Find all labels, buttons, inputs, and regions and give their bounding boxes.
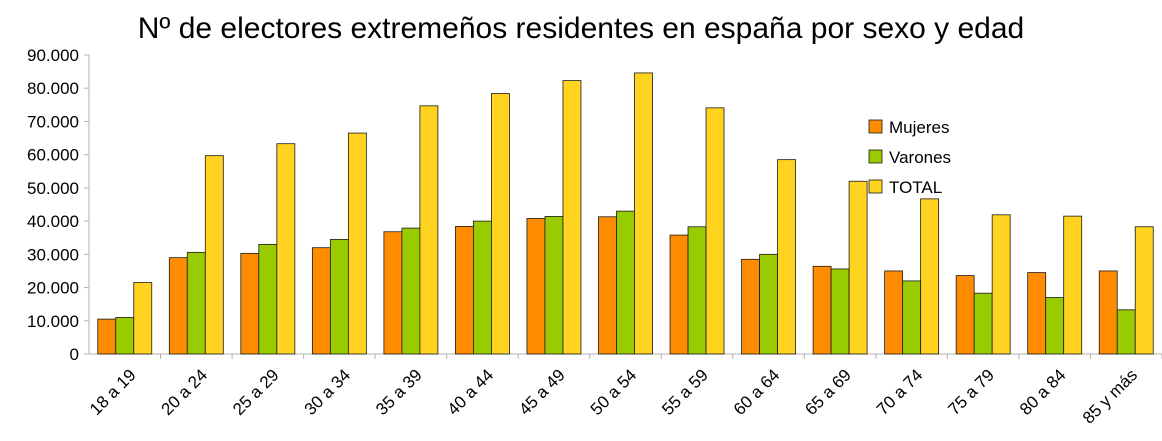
x-tick-label: 70 a 74 (873, 365, 927, 419)
bar-mujeres-7 (598, 216, 617, 355)
bar-total-7 (634, 72, 653, 355)
bar-mujeres-12 (955, 275, 975, 355)
bar-mujeres-8 (669, 234, 689, 355)
x-tick-label: 45 a 49 (515, 365, 569, 419)
bar-mujeres-13 (1027, 272, 1047, 355)
bar-varones-6 (544, 216, 564, 355)
bar-total-6 (562, 80, 582, 355)
bar-mujeres-5 (455, 226, 474, 355)
bar-total-11 (920, 198, 940, 355)
x-tick-label: 65 a 69 (801, 365, 855, 419)
bar-varones-3 (329, 238, 349, 355)
legend-label-varones: Varones (889, 148, 951, 167)
x-tick-label: 50 a 54 (587, 365, 641, 419)
legend-swatch-varones (868, 149, 883, 164)
bar-total-4 (419, 105, 439, 355)
y-tick-label: 60.000 (27, 146, 79, 165)
bar-total-10 (848, 180, 868, 355)
bar-total-5 (491, 93, 510, 355)
bar-varones-7 (616, 210, 635, 355)
y-tick-label: 90.000 (27, 46, 79, 65)
bar-varones-4 (401, 227, 421, 355)
bar-mujeres-0 (97, 318, 117, 355)
x-tick-label: 18 a 19 (86, 365, 140, 419)
bar-varones-12 (973, 292, 993, 355)
bar-varones-0 (115, 317, 135, 355)
y-tick-label: 80.000 (27, 79, 79, 98)
bar-varones-2 (258, 243, 278, 355)
y-tick-label: 0 (70, 345, 79, 364)
y-tick-label: 40.000 (27, 212, 79, 231)
x-tick-label: 30 a 34 (301, 365, 355, 419)
bar-varones-9 (759, 253, 778, 355)
bar-total-0 (133, 282, 153, 355)
legend-swatch-mujeres (868, 119, 883, 134)
x-tick-label: 55 a 59 (658, 365, 712, 419)
bar-varones-13 (1045, 297, 1065, 355)
bar-total-9 (777, 159, 796, 355)
bar-total-2 (276, 143, 296, 355)
chart-title: Nº de electores extremeños residentes en… (137, 12, 1025, 45)
bar-total-14 (1134, 226, 1154, 355)
bar-total-8 (705, 107, 725, 355)
legend-label-mujeres: Mujeres (889, 118, 949, 137)
bar-mujeres-4 (383, 231, 403, 355)
x-tick-label: 85 y más (1079, 365, 1141, 427)
legend-label-total: TOTAL (889, 178, 942, 197)
y-tick-label: 70.000 (27, 112, 79, 131)
x-tick-label: 60 a 64 (730, 365, 784, 419)
bar-mujeres-11 (884, 270, 904, 355)
bar-mujeres-2 (240, 252, 260, 355)
x-tick-label: 25 a 29 (229, 365, 283, 419)
y-tick-label: 20.000 (27, 279, 79, 298)
bar-mujeres-3 (311, 247, 331, 355)
bar-varones-8 (687, 226, 707, 355)
bar-mujeres-9 (741, 258, 760, 355)
bar-total-12 (991, 214, 1011, 355)
bar-mujeres-14 (1098, 270, 1118, 355)
x-tick-label: 80 a 84 (1016, 365, 1070, 419)
bar-total-3 (347, 132, 367, 355)
y-tick-label: 30.000 (27, 245, 79, 264)
bar-mujeres-10 (812, 265, 832, 355)
y-tick-label: 50.000 (27, 179, 79, 198)
bar-varones-1 (186, 251, 206, 355)
bar-mujeres-1 (168, 257, 188, 355)
bar-total-13 (1063, 215, 1083, 355)
x-tick-label: 35 a 39 (372, 365, 426, 419)
y-tick-label: 10.000 (27, 312, 79, 331)
bar-varones-5 (473, 220, 492, 355)
legend-swatch-total (868, 179, 883, 194)
x-tick-label: 40 a 44 (444, 365, 498, 419)
bar-varones-11 (902, 280, 922, 355)
bar-varones-10 (830, 268, 850, 355)
bar-varones-14 (1116, 309, 1136, 355)
x-tick-label: 75 a 79 (944, 365, 998, 419)
bar-total-1 (204, 155, 224, 355)
bar-mujeres-6 (526, 218, 546, 355)
x-tick-label: 20 a 24 (158, 365, 212, 419)
